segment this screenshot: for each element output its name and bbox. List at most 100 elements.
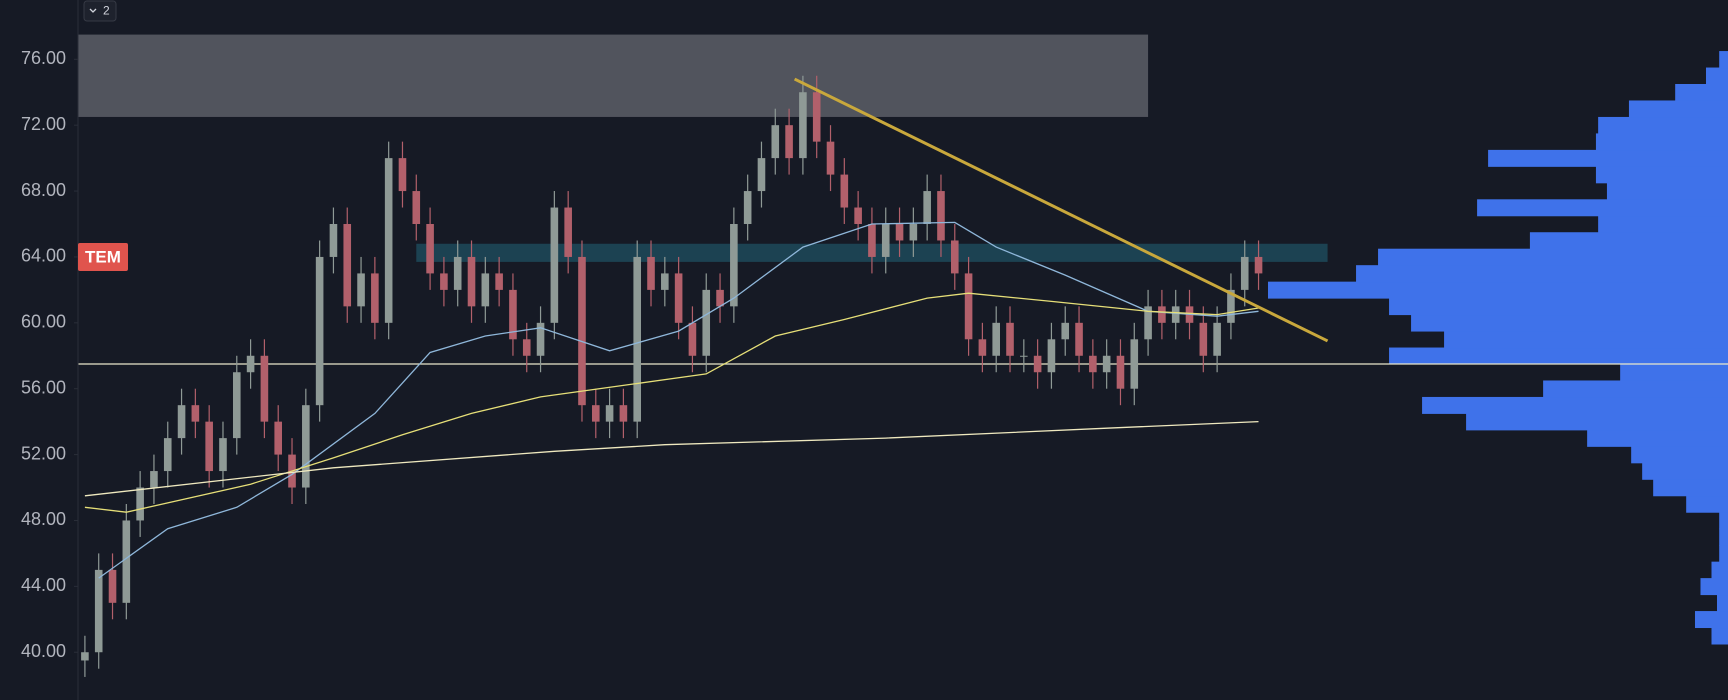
y-tick-label: 76.00	[21, 48, 66, 68]
volume-profile-bar	[1719, 528, 1728, 546]
candle-body	[1171, 306, 1180, 323]
candle-body	[536, 322, 545, 356]
volume-profile-bar	[1422, 396, 1728, 414]
y-tick-label: 48.00	[21, 509, 66, 529]
volume-profile-bar	[1628, 100, 1728, 118]
y-tick-label: 40.00	[21, 641, 66, 661]
volume-profile-bar	[1719, 545, 1728, 563]
volume-profile-bar	[1606, 182, 1728, 200]
candle-body	[688, 322, 697, 356]
y-tick-label: 72.00	[21, 114, 66, 134]
candle-body	[136, 487, 144, 521]
volume-profile-bar	[1488, 149, 1728, 167]
candle-body	[495, 273, 503, 290]
candle-body	[992, 322, 1000, 356]
candle-body	[799, 92, 807, 159]
candle-body	[1227, 289, 1235, 323]
volume-profile-bar	[1598, 215, 1728, 233]
candle-body	[1213, 322, 1221, 356]
candle-body	[1033, 355, 1042, 373]
y-tick-label: 44.00	[21, 575, 66, 595]
volume-profile-bar	[1716, 594, 1728, 612]
volume-profile-bar	[1595, 166, 1728, 184]
candle-body	[868, 224, 876, 257]
candle-body	[716, 289, 724, 307]
candle-body	[522, 339, 531, 356]
candle-body	[150, 471, 158, 488]
y-tick-label: 64.00	[21, 246, 66, 266]
candle-body	[937, 191, 945, 241]
volume-profile-bar	[1444, 331, 1728, 349]
candle-body	[1254, 256, 1263, 274]
y-tick-label: 52.00	[21, 443, 66, 463]
candle-body	[826, 141, 835, 175]
candle-body	[302, 405, 310, 488]
candle-body	[163, 438, 172, 472]
candle-body	[895, 224, 904, 241]
candle-body	[578, 256, 586, 406]
y-tick-label: 56.00	[21, 377, 66, 397]
volume-profile-bar	[1711, 561, 1728, 579]
candle-body	[564, 207, 572, 257]
candle-body	[509, 289, 517, 340]
candle-body	[1061, 322, 1070, 340]
candle-body	[1130, 339, 1139, 389]
candle-body	[426, 224, 434, 274]
candle-body	[274, 421, 283, 455]
candle-body	[591, 405, 600, 422]
badge-count: 2	[103, 4, 110, 18]
candle-body	[923, 191, 931, 224]
candle-body	[329, 224, 338, 257]
badge-box[interactable]	[83, 0, 117, 22]
symbol-label-box	[78, 242, 128, 271]
candle-body	[743, 191, 752, 224]
volume-profile-bar	[1466, 413, 1728, 431]
volume-profile-bar	[1705, 67, 1728, 85]
candle-body	[550, 207, 559, 323]
volume-profile-bar	[1620, 364, 1728, 381]
badge-chevron	[89, 8, 97, 13]
candle-body	[950, 240, 959, 274]
layout-badge[interactable]: 2	[83, 0, 117, 22]
y-tick-label: 68.00	[21, 180, 66, 200]
volume-profile-bar	[1719, 51, 1728, 69]
candle-body	[440, 273, 448, 290]
candle-body	[398, 158, 407, 192]
candle-body	[1102, 355, 1111, 373]
moving-average-line	[84, 420, 1259, 497]
candle-body	[260, 355, 269, 422]
candle-body	[122, 520, 131, 603]
volume-profile-bar	[1686, 495, 1728, 513]
candle-body	[730, 224, 738, 307]
volume-profile-bar	[1719, 512, 1728, 530]
volume-profile-bar	[1711, 627, 1728, 645]
candle-body	[191, 405, 200, 422]
candle-body	[81, 652, 89, 661]
candle-body	[647, 256, 655, 290]
candle-body	[633, 256, 642, 422]
candle-body	[219, 438, 227, 472]
volume-profile-bar	[1598, 116, 1728, 134]
candle-body	[1020, 355, 1028, 357]
candle-body	[246, 355, 255, 373]
candle-body	[812, 92, 821, 142]
volume-profile-bar	[1700, 578, 1728, 596]
volume-profile-bar	[1694, 611, 1728, 629]
candle-body	[605, 405, 614, 422]
candle-body	[108, 569, 117, 603]
candle-body	[854, 207, 862, 224]
candle-body	[1199, 322, 1208, 356]
volume-profile-bar	[1378, 248, 1728, 266]
volume-profile-bar	[1675, 84, 1728, 101]
candle-body	[467, 256, 476, 307]
candle-body	[481, 273, 490, 307]
y-tick-label: 60.00	[21, 312, 66, 332]
volume-profile-bar	[1529, 232, 1728, 250]
candle-body	[1240, 256, 1249, 290]
candle-body	[1006, 322, 1014, 356]
volume-profile-bar	[1543, 380, 1728, 398]
volume-profile-bar	[1389, 298, 1728, 316]
candle-body	[1047, 339, 1056, 373]
candle-body	[757, 158, 766, 192]
